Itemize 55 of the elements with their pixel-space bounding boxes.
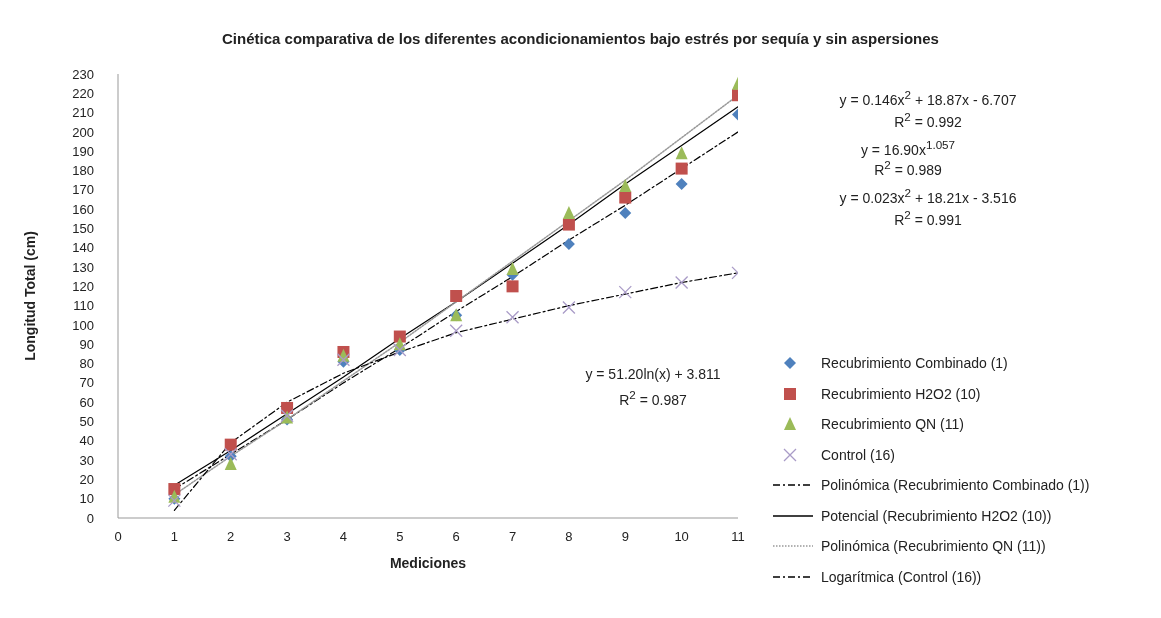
y-tick-label: 230 [72, 66, 94, 82]
y-tick-label: 210 [72, 105, 94, 121]
text: y = 0.023x$^{2}$ + 18.21x - 3.516 [838, 186, 1018, 206]
x-tick-label: 6 [452, 529, 460, 545]
legend-label: Polinómica (Recubrimiento QN (11)) [821, 538, 1046, 555]
y-tick-label: 120 [72, 278, 94, 294]
x-tick-label: 9 [621, 529, 629, 545]
annotation: y = 51.20ln(x) + 3.811 [584, 366, 722, 382]
x-tick-label: 4 [339, 529, 348, 545]
annotation: R$^{2}$ = 0.987 [618, 388, 688, 408]
legend-label: Recubrimiento H2O2 (10) [821, 385, 981, 402]
text: y = 0.146x$^{2}$ + 18.87x - 6.707 [838, 88, 1018, 108]
y-tick-label: 150 [72, 221, 94, 237]
x-tick-label: 2 [227, 529, 235, 545]
y-tick-label: 100 [72, 317, 94, 333]
y-tick-label: 60 [79, 394, 94, 410]
y-tick-label: 160 [72, 201, 94, 217]
y-tick-label: 70 [79, 375, 94, 391]
y-tick-label: 20 [79, 472, 94, 488]
y-tick-label: 190 [72, 143, 94, 159]
y-tick-label: 180 [72, 163, 94, 179]
x-axis-title: Mediciones [389, 555, 467, 571]
y-tick-label: 140 [72, 240, 94, 256]
y-tick-label: 200 [72, 124, 94, 140]
text: R$^{2}$ = 0.989 [873, 158, 943, 178]
y-tick-label: 80 [79, 356, 94, 372]
x-tick-label: 10 [674, 529, 689, 545]
y-tick-label: 30 [79, 452, 94, 468]
text: R$^{2}$ = 0.991 [893, 208, 963, 228]
legend-label: Logarítmica (Control (16)) [821, 568, 982, 585]
text: y = 16.90x$^{1.057}$ [859, 138, 957, 158]
chart-title: Cinética comparativa de los diferentes acondicionamientos bajo estrés por sequía y sin aspersiones [221, 30, 940, 47]
y-tick-label: 0 [86, 510, 94, 526]
y-tick-label: 90 [79, 336, 94, 352]
y-tick-label: 50 [79, 414, 94, 430]
x-tick-label: 7 [508, 529, 517, 545]
legend-label: Polinómica (Recubrimiento Combinado (1)) [821, 477, 1090, 494]
legend-label: Control (16) [821, 446, 895, 463]
y-tick-label: 130 [72, 259, 94, 275]
y-tick-label: 110 [73, 298, 94, 314]
y-tick-label: 220 [72, 85, 94, 101]
x-tick-label: 5 [396, 529, 404, 545]
legend-label: Recubrimiento Combinado (1) [821, 355, 1008, 372]
legend-label: Recubrimiento QN (11) [821, 416, 964, 433]
y-tick-label: 170 [72, 182, 94, 198]
x-tick-label: 1 [170, 529, 178, 545]
x-tick-label: 0 [114, 529, 122, 545]
y-tick-label: 10 [79, 491, 94, 507]
legend-label: Potencial (Recubrimiento H2O2 (10)) [821, 507, 1052, 524]
x-tick-label: 8 [565, 529, 573, 545]
y-axis-title: Longitud Total (cm) [21, 231, 38, 361]
text: R$^{2}$ = 0.992 [893, 110, 963, 130]
x-tick-label: 11 [731, 529, 745, 545]
x-tick-label: 3 [283, 529, 291, 545]
y-tick-label: 40 [79, 433, 94, 449]
